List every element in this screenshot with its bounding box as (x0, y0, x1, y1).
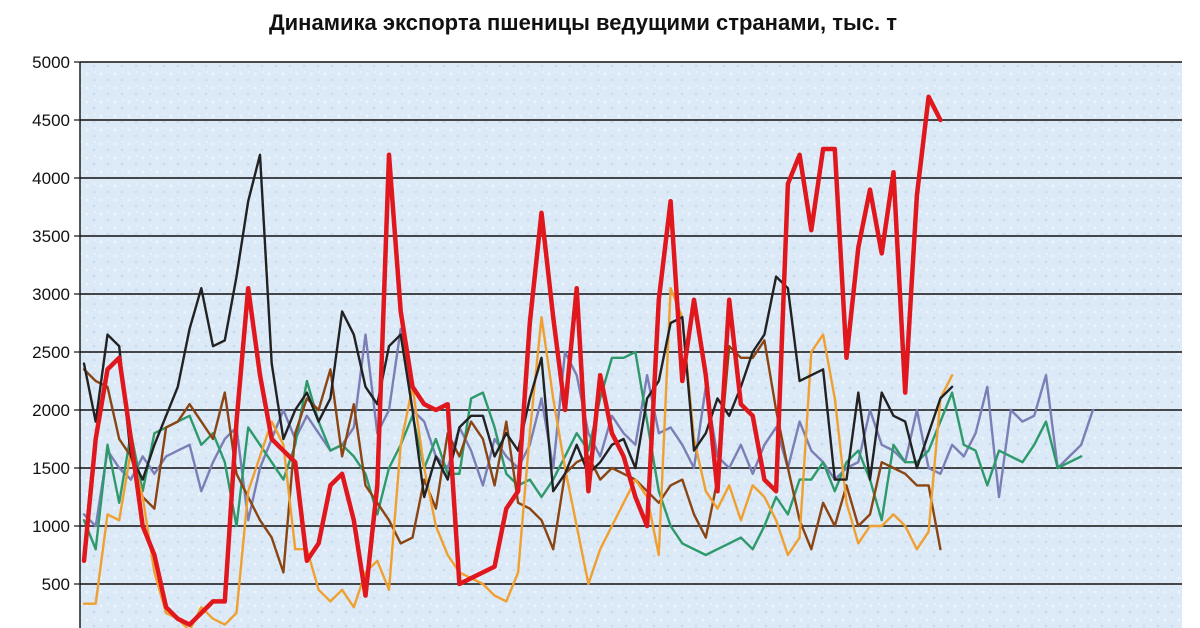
gridlines (80, 61, 1182, 585)
y-tick-label: 2500 (32, 343, 70, 362)
y-tick-label: 5000 (32, 53, 70, 72)
y-tick-label: 4000 (32, 169, 70, 188)
y-axis: 500 1000 1500 2000 2500 3000 3500 4000 4500 5000 (32, 53, 81, 628)
series-group (81, 94, 1095, 628)
chart-title: Динамика экспорта пшеницы ведущими стран… (269, 10, 897, 35)
series-line-5 (82, 153, 954, 499)
plot-background (80, 62, 1182, 628)
y-tick-label: 1000 (32, 517, 70, 536)
y-tick-label: 3500 (32, 227, 70, 246)
series-line-3 (82, 339, 942, 574)
series-line-6 (81, 94, 943, 627)
y-tick-label: 1500 (32, 459, 70, 478)
y-tick-label: 4500 (32, 111, 70, 130)
y-tick-label: 3000 (32, 285, 70, 304)
series-line-4 (82, 287, 954, 628)
y-tick-label: 2000 (32, 401, 70, 420)
y-tick-label: 500 (42, 575, 70, 594)
